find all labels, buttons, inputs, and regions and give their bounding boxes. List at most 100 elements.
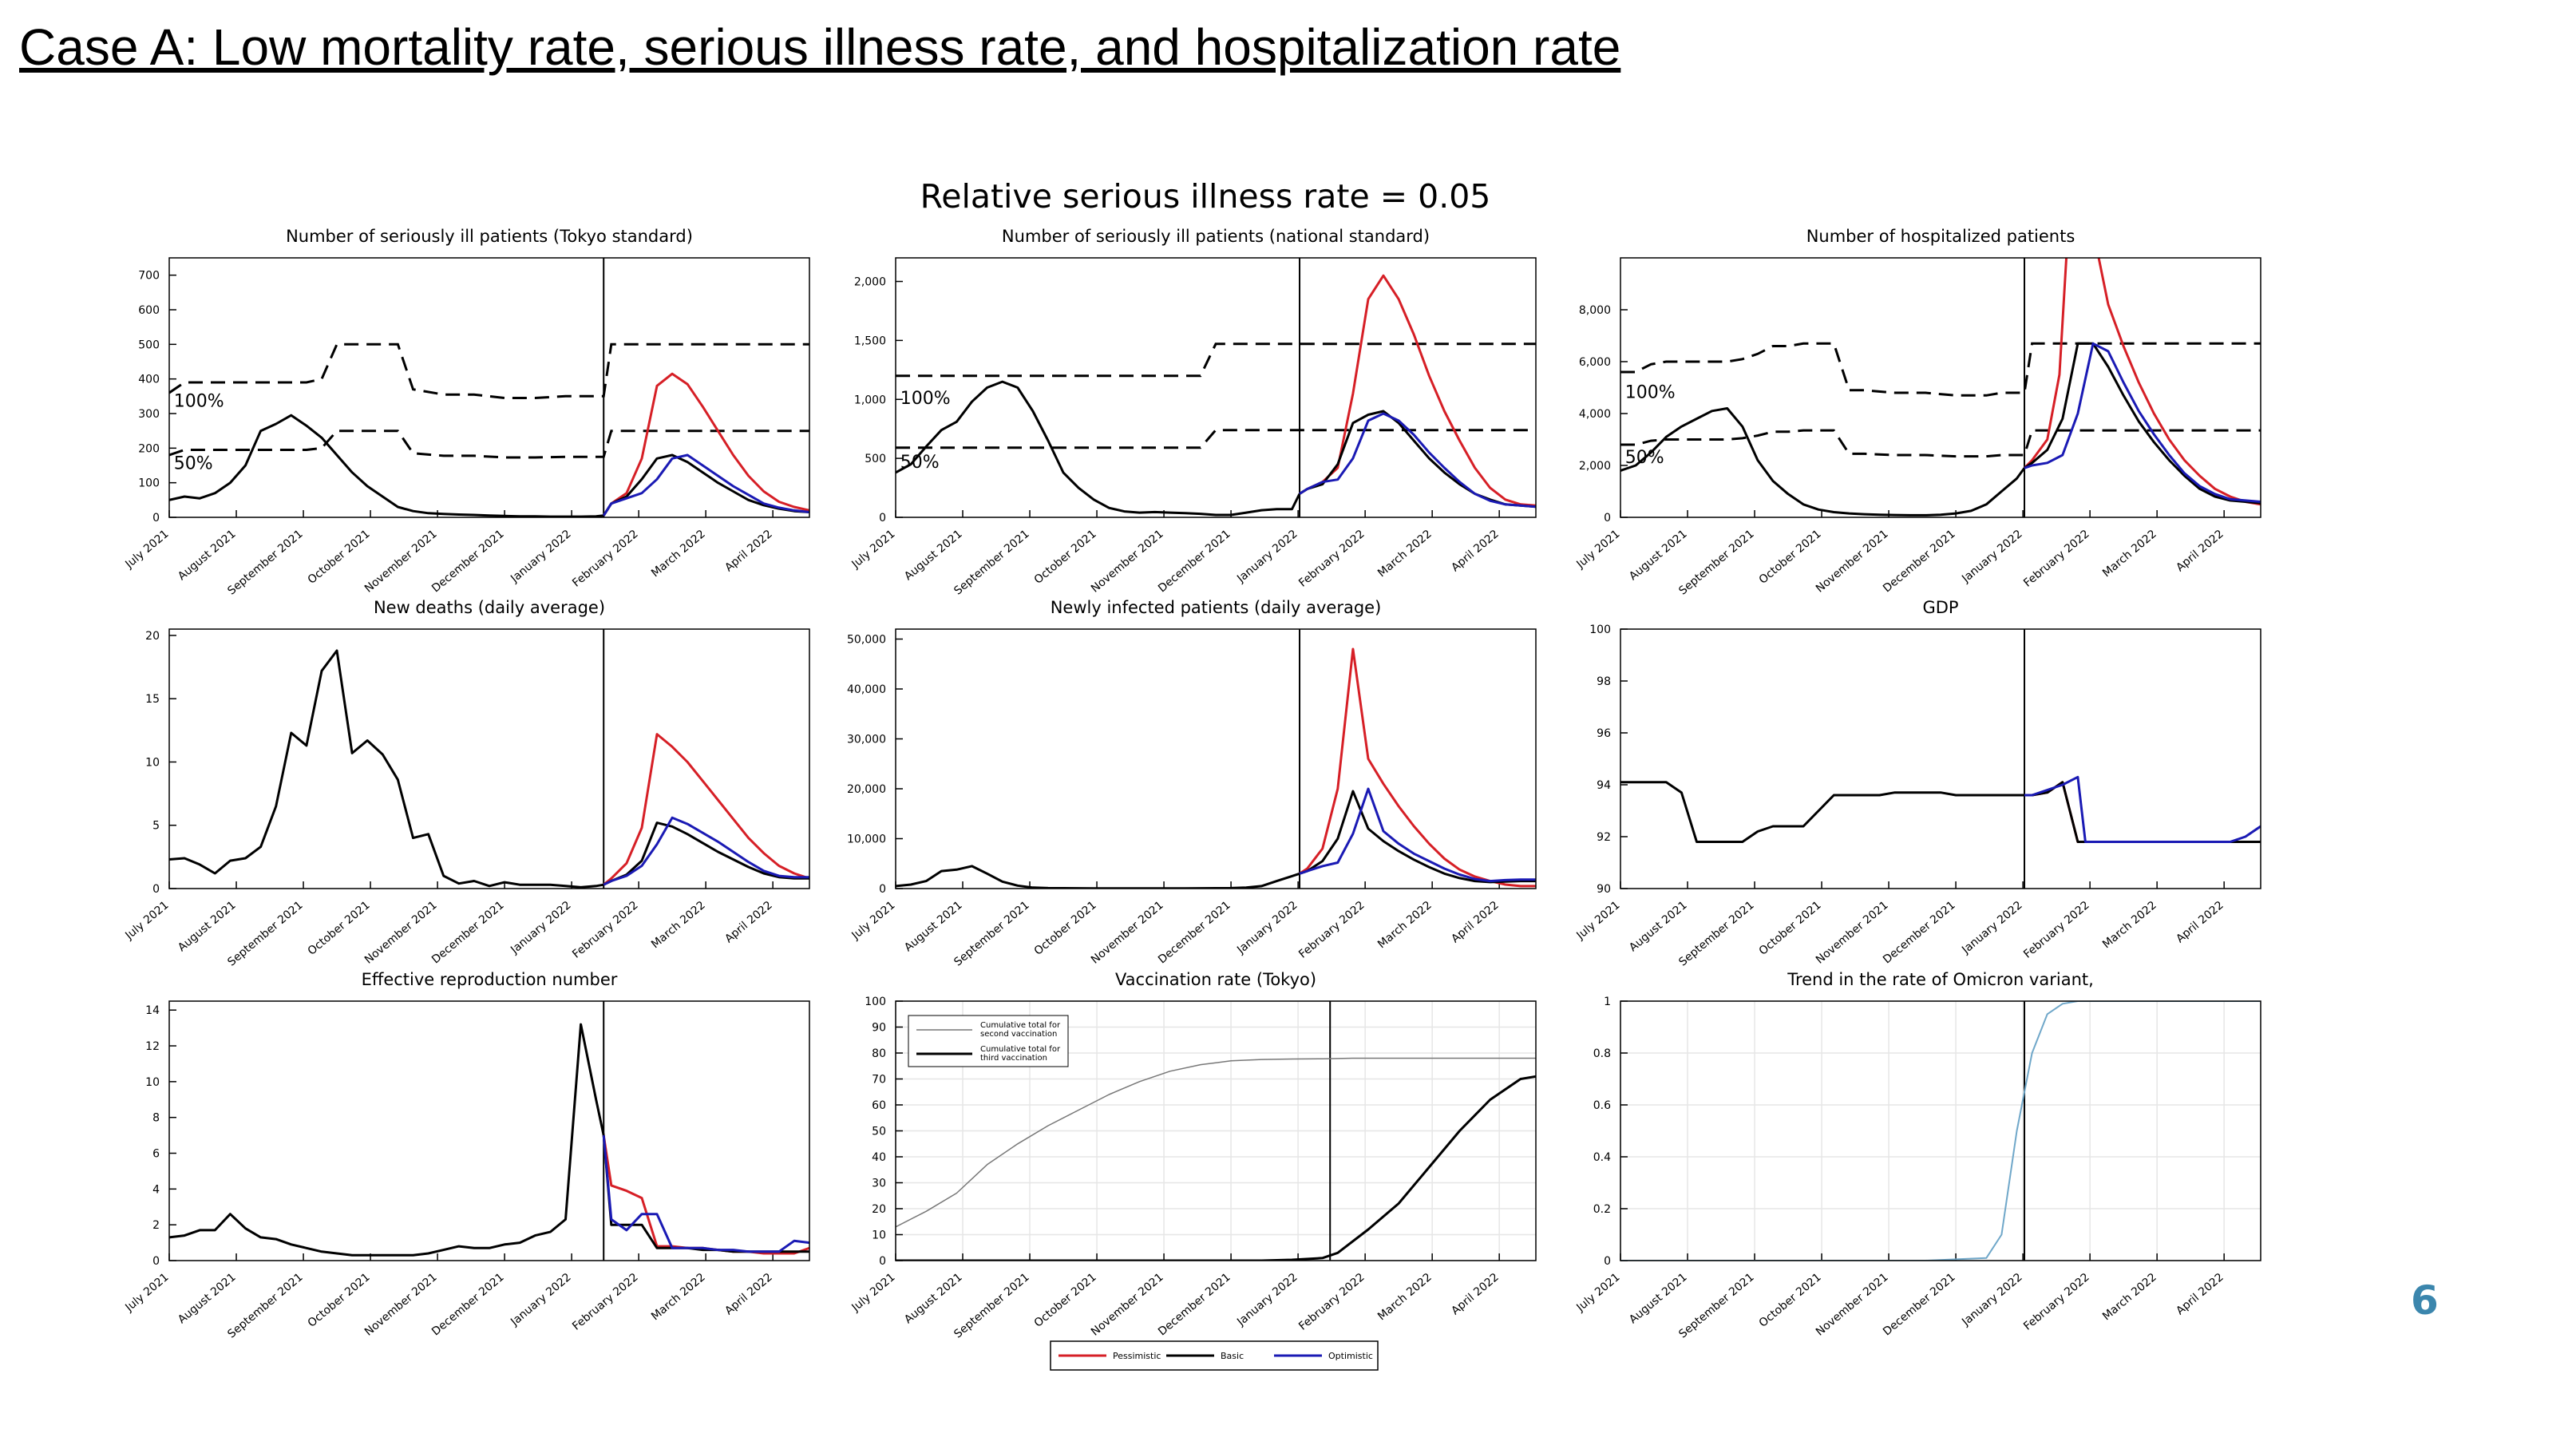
series-line-basic (1299, 790, 1536, 884)
y-tick-label: 0 (1604, 1255, 1611, 1268)
series-line-omicron (1620, 1001, 2261, 1261)
x-tick-label: April 2022 (2174, 899, 2226, 946)
x-tick-label: October 2021 (1757, 1271, 1824, 1330)
y-tick-label: 0 (152, 1255, 160, 1268)
x-tick-label: August 2021 (176, 899, 239, 955)
y-tick-label: 500 (865, 453, 886, 465)
chart-title: Number of seriously ill patients (nation… (1002, 227, 1430, 246)
x-tick-label: December 2021 (1156, 528, 1233, 596)
axes-frame (895, 1000, 1537, 1261)
legend-label: Cumulative total for second vaccination (980, 1021, 1061, 1039)
series-line-basic (1299, 410, 1536, 509)
series-line-cumulative-total-for-third-vaccination (896, 1075, 1536, 1261)
x-tick-label: April 2022 (722, 899, 774, 946)
series-line-pessimistic (602, 1134, 809, 1255)
series-line-optimistic (1299, 412, 1536, 509)
x-tick-label: July 2021 (849, 528, 898, 572)
reference-line-50pct (1620, 429, 2261, 458)
x-tick-label: July 2021 (123, 1271, 172, 1315)
vaccination-legend: Cumulative total for second vaccination Cu… (908, 1015, 1069, 1067)
y-tick-label: 0 (879, 1255, 886, 1268)
y-tick-label: 50,000 (847, 634, 886, 647)
x-tick-label: March 2022 (649, 899, 708, 951)
x-tick-label: March 2022 (2100, 899, 2159, 951)
chart-panel-3: Number of hospitalized patients 0 2,000 4,0… (1574, 227, 2261, 598)
x-tick-label: April 2022 (722, 528, 774, 575)
x-tick-label: April 2022 (1449, 899, 1501, 946)
y-tick-label: 30 (872, 1178, 886, 1190)
y-tick-label: 20 (145, 630, 160, 643)
axes-frame (168, 257, 810, 518)
x-tick-label: February 2022 (570, 528, 641, 590)
x-tick-label: November 2021 (362, 899, 440, 967)
y-tick-label: 0 (1604, 512, 1611, 525)
x-tick-label: November 2021 (1089, 899, 1166, 967)
x-tick-label: January 2022 (1959, 899, 2024, 957)
y-tick-label: 4 (152, 1183, 160, 1196)
series-line-pessimistic (2024, 781, 2261, 843)
chart-title: Newly infected patients (daily average) (1051, 598, 1382, 617)
y-tick-label: 10,000 (847, 833, 886, 846)
y-tick-label: 300 (138, 408, 160, 421)
x-tick-label: December 2021 (429, 1271, 507, 1339)
chart-panel-9: Trend in the rate of Omicron variant, 0 0.… (1574, 970, 2261, 1341)
y-tick-label: 100 (138, 477, 160, 490)
x-tick-label: November 2021 (1814, 528, 1891, 596)
x-tick-label: February 2022 (1296, 899, 1367, 961)
x-tick-label: January 2022 (508, 528, 573, 586)
series-line-basic (2024, 342, 2261, 505)
x-tick-label: November 2021 (1089, 528, 1166, 596)
x-tick-label: August 2021 (176, 1271, 239, 1327)
x-tick-label: October 2021 (306, 899, 373, 958)
chart-panel-2: Number of seriously ill patients (nation… (849, 227, 1537, 598)
x-tick-label: January 2022 (508, 1271, 573, 1329)
legend-label: Cumulative total for third vaccination (980, 1045, 1061, 1063)
x-tick-label: December 2021 (1881, 528, 1958, 596)
x-tick-label: November 2021 (362, 528, 440, 596)
x-tick-label: July 2021 (849, 1271, 898, 1315)
y-tick-label: 10 (872, 1229, 886, 1242)
y-tick-label: 30,000 (847, 734, 886, 746)
scenario-legend: Pessimistic Basic Optimistic (1050, 1340, 1379, 1371)
chart-panel-4: New deaths (daily average) 0 5 10 15 20 July 2… (123, 598, 810, 969)
x-tick-label: March 2022 (2100, 1271, 2159, 1323)
x-tick-label: March 2022 (1375, 899, 1434, 951)
y-tick-label: 1,000 (854, 394, 886, 406)
series-line-basic (169, 414, 604, 517)
y-tick-label: 500 (138, 338, 160, 351)
annotation-label: 50% (900, 453, 940, 473)
x-tick-label: July 2021 (1574, 1271, 1623, 1315)
y-tick-label: 40 (872, 1151, 886, 1164)
legend-box (908, 1015, 1069, 1067)
chart-title: Vaccination rate (Tokyo) (1115, 970, 1316, 989)
y-tick-label: 94 (1597, 779, 1611, 792)
axes-frame (1620, 257, 2261, 518)
y-tick-label: 20,000 (847, 783, 886, 796)
y-tick-label: 0 (152, 883, 160, 896)
y-tick-label: 0 (879, 512, 886, 525)
chart-panel-5: Newly infected patients (daily average) 0… (847, 598, 1537, 969)
y-tick-label: 14 (145, 1004, 160, 1017)
x-tick-label: October 2021 (1032, 899, 1099, 958)
chart-title: Effective reproduction number (362, 970, 618, 989)
y-tick-label: 0.2 (1593, 1203, 1611, 1216)
y-tick-label: 0.8 (1593, 1047, 1611, 1060)
y-tick-label: 50 (872, 1126, 886, 1138)
series-line-basic (169, 1023, 605, 1257)
x-tick-label: April 2022 (722, 1271, 774, 1318)
x-tick-label: July 2021 (123, 899, 172, 943)
legend-label-pessimistic: Pessimistic (1113, 1351, 1161, 1361)
annotation-label: 100% (900, 389, 951, 409)
legend-label-basic: Basic (1221, 1351, 1244, 1361)
x-tick-label: January 2022 (1959, 528, 2024, 586)
x-tick-label: July 2021 (1574, 528, 1623, 572)
reference-line-50pct (896, 429, 1536, 449)
x-tick-label: January 2022 (1234, 899, 1300, 957)
series-line-basic (896, 380, 1301, 517)
y-tick-label: 5 (152, 820, 160, 833)
y-tick-label: 200 (138, 442, 160, 455)
x-tick-label: October 2021 (1032, 528, 1099, 587)
x-tick-label: January 2022 (1234, 1271, 1300, 1329)
series-line-optimistic (2024, 342, 2261, 503)
x-tick-label: February 2022 (1296, 1271, 1367, 1333)
